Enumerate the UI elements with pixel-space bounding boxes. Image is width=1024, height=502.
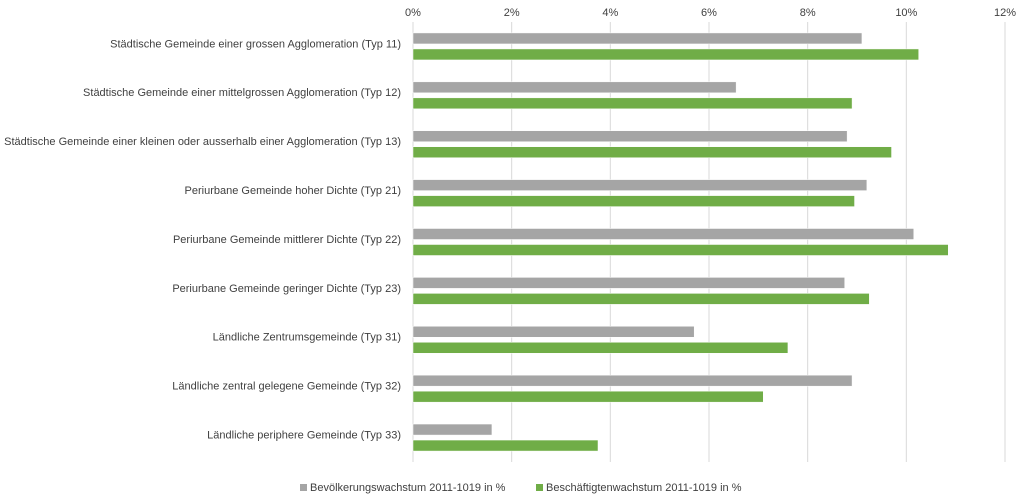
bar-employment — [412, 342, 789, 354]
category-label: Ländliche Zentrumsgemeinde (Typ 31) — [213, 332, 401, 344]
category-label: Ländliche zentral gelegene Gemeinde (Typ… — [172, 381, 401, 393]
x-tick-label: 4% — [602, 7, 618, 19]
bar-employment — [412, 195, 855, 207]
bar-population — [412, 32, 863, 45]
bar-population — [412, 423, 493, 436]
bar-population — [412, 130, 848, 142]
category-label: Städtische Gemeinde einer mittelgrossen … — [83, 87, 401, 99]
bar-employment — [412, 293, 870, 305]
bar-employment — [412, 97, 853, 110]
legend-swatch — [300, 484, 307, 491]
bar-population — [412, 228, 914, 240]
gridlines — [412, 22, 1006, 462]
category-label: Städtische Gemeinde einer kleinen oder a… — [4, 136, 401, 148]
legend: Bevölkerungswachstum 2011-1019 in % Besch… — [300, 482, 742, 494]
bars — [412, 32, 949, 452]
bar-employment — [412, 390, 764, 403]
legend-label: Bevölkerungswachstum 2011-1019 in % — [310, 482, 506, 494]
x-tick-label: 2% — [504, 7, 520, 19]
x-tick-label: 6% — [701, 7, 717, 19]
x-tick-label: 0% — [405, 7, 421, 19]
legend-swatch — [536, 484, 543, 491]
bar-employment — [412, 146, 892, 158]
bar-population — [412, 81, 737, 94]
category-label: Periurbane Gemeinde mittlerer Dichte (Ty… — [173, 234, 401, 246]
bar-employment — [412, 244, 949, 256]
category-label: Ländliche periphere Gemeinde (Typ 33) — [207, 429, 401, 441]
category-label: Periurbane Gemeinde geringer Dichte (Typ… — [172, 283, 401, 295]
bar-population — [412, 326, 695, 338]
bar-employment — [412, 48, 919, 61]
x-tick-label: 10% — [895, 7, 917, 19]
bar-population — [412, 374, 853, 387]
category-labels: Städtische Gemeinde einer grossen Agglom… — [4, 38, 401, 441]
category-label: Städtische Gemeinde einer grossen Agglom… — [110, 38, 401, 50]
x-axis-ticks: 0% 2% 4% 6% 8% 10% 12% — [405, 7, 1016, 19]
bar-population — [412, 277, 845, 289]
bar-employment — [412, 439, 599, 452]
x-tick-label: 12% — [994, 7, 1016, 19]
category-label: Periurbane Gemeinde hoher Dichte (Typ 21… — [185, 185, 401, 197]
bar-population — [412, 179, 868, 191]
x-tick-label: 8% — [800, 7, 816, 19]
legend-label: Beschäftigtenwachstum 2011-1019 in % — [546, 482, 742, 494]
